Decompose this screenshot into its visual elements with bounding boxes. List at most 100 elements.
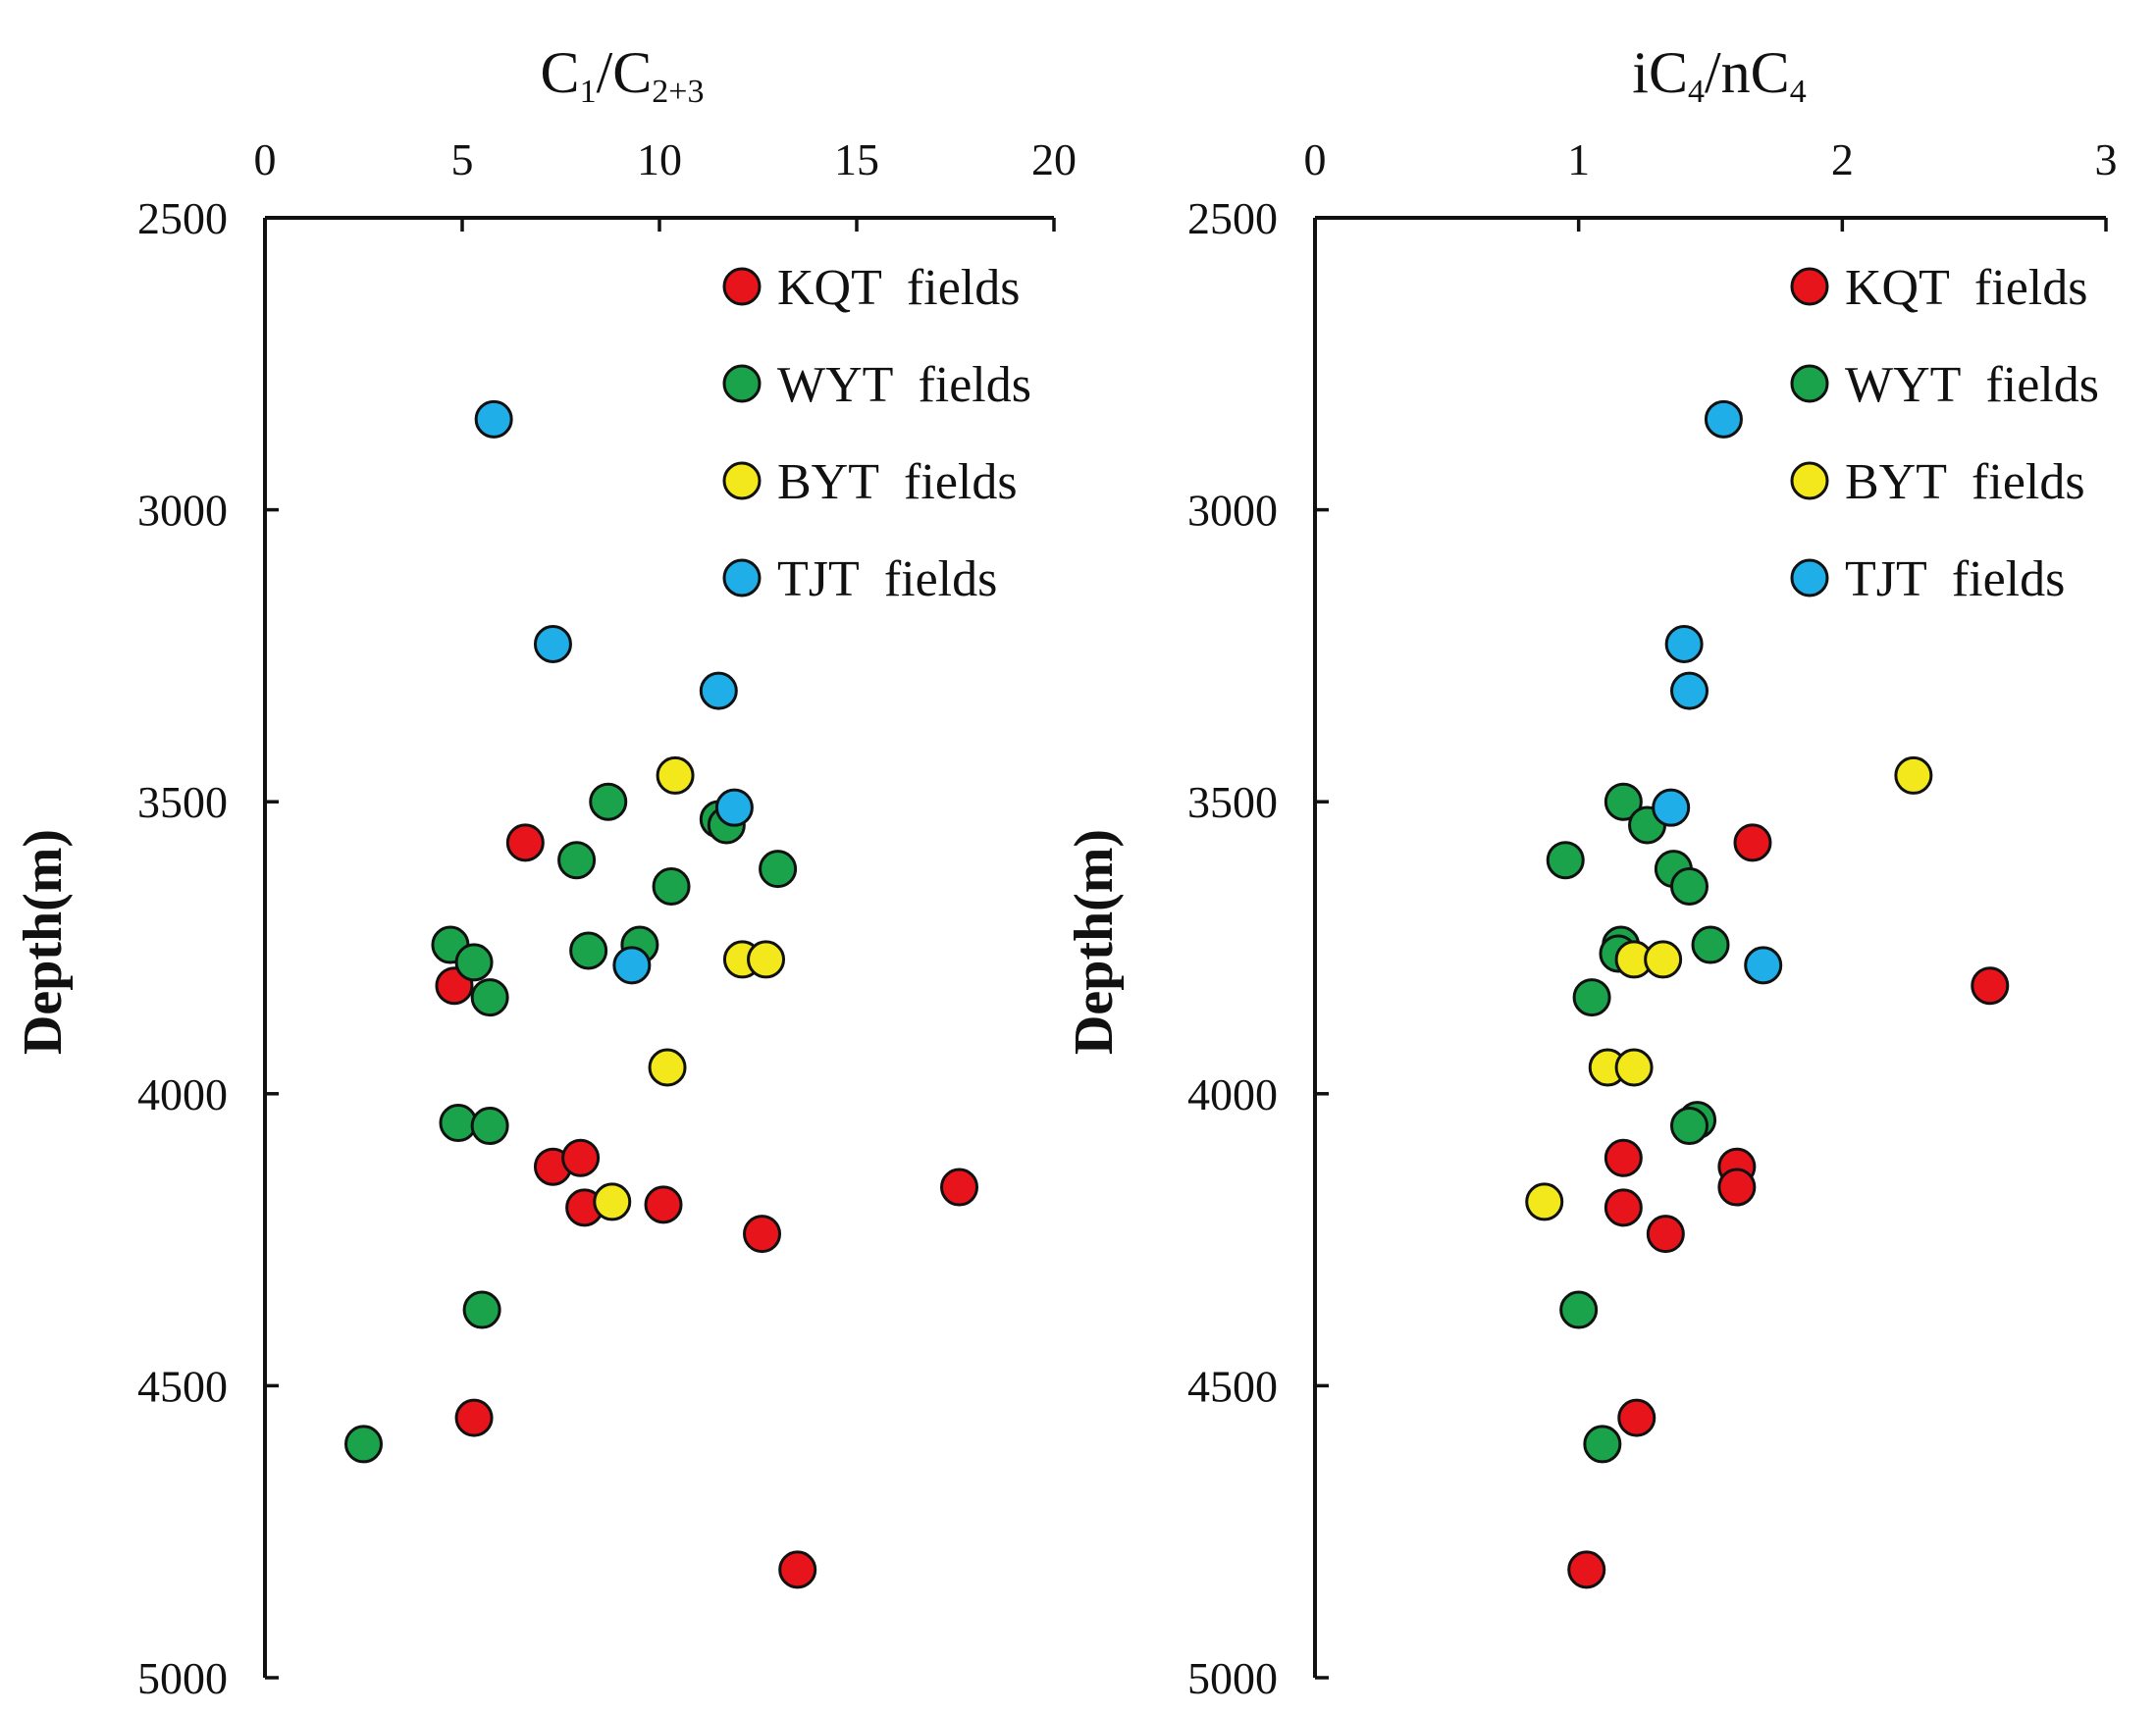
left-point-kqt xyxy=(644,1185,683,1224)
left-point-wyt xyxy=(470,978,509,1017)
left-point-byt xyxy=(648,1048,687,1087)
left-y-title: Depth(m) xyxy=(13,829,74,1055)
left-point-kqt xyxy=(778,1550,817,1589)
left-legend-marker-tjt xyxy=(722,558,762,597)
left-x-tick-label: 0 xyxy=(254,134,277,184)
left-point-kqt xyxy=(743,1215,782,1254)
left-legend-marker-kqt xyxy=(722,267,762,306)
right-point-wyt xyxy=(1572,978,1611,1017)
left-y-tick-label: 3000 xyxy=(137,486,228,536)
left-point-wyt xyxy=(470,1107,509,1146)
left-legend-marker-byt xyxy=(722,461,762,500)
left-point-tjt xyxy=(474,399,513,439)
right-point-tjt xyxy=(1744,946,1783,985)
right-point-wyt xyxy=(1604,782,1643,821)
left-point-wyt xyxy=(462,1290,501,1329)
right-point-wyt xyxy=(1691,925,1730,964)
left-y-tick-label: 2500 xyxy=(137,193,228,243)
right-legend-label-byt: BYT fields xyxy=(1845,454,2085,510)
right-y-tick-label: 3000 xyxy=(1187,486,1278,536)
right-point-byt xyxy=(1525,1182,1564,1221)
right-x-tick-label: 0 xyxy=(1304,134,1327,184)
left-x-tick-label: 5 xyxy=(451,134,474,184)
right-legend-marker-tjt xyxy=(1790,558,1829,597)
left-point-kqt xyxy=(505,823,545,862)
left-point-wyt xyxy=(439,1104,478,1143)
right-y-title: Depth(m) xyxy=(1064,829,1125,1055)
left-x-tick-label: 20 xyxy=(1031,134,1077,184)
right-point-kqt xyxy=(1646,1215,1685,1254)
right-x-title: iC4/nC4 xyxy=(1632,40,1806,110)
right-point-wyt xyxy=(1546,841,1585,880)
left-point-wyt xyxy=(569,931,608,970)
right-point-kqt xyxy=(1604,1138,1643,1177)
panel-left: C1/C2+3 Depth(m) 0 5 10 15 20 2500 3000 3500 400… xyxy=(13,40,1077,1703)
right-legend-label-kqt: KQT fields xyxy=(1845,260,2087,316)
left-y-tick-label: 4000 xyxy=(137,1069,228,1119)
left-point-kqt xyxy=(454,1398,494,1437)
right-legend-label-wyt: WYT fields xyxy=(1845,357,2099,413)
left-legend-marker-wyt xyxy=(722,364,762,403)
left-x-tick-label: 10 xyxy=(637,134,682,184)
right-y-tick-label: 4500 xyxy=(1187,1361,1278,1411)
left-legend-label-kqt: KQT fields xyxy=(777,260,1020,316)
left-point-wyt xyxy=(589,782,628,821)
left-point-tjt xyxy=(714,788,754,827)
right-point-kqt xyxy=(1971,966,2010,1006)
right-legend-marker-byt xyxy=(1790,461,1829,500)
left-point-kqt xyxy=(940,1168,979,1207)
right-x-tick-label: 3 xyxy=(2095,134,2118,184)
right-point-byt xyxy=(1614,1048,1654,1087)
right-point-kqt xyxy=(1733,823,1772,862)
left-legend: KQT fields WYT fields BYT fields TJT fields xyxy=(722,260,1031,607)
left-point-tjt xyxy=(533,624,572,663)
left-point-tjt xyxy=(612,946,652,985)
left-point-byt xyxy=(656,755,695,795)
left-legend-label-tjt: TJT fields xyxy=(777,551,997,607)
left-point-byt xyxy=(593,1182,632,1221)
right-point-kqt xyxy=(1567,1550,1606,1589)
left-point-wyt xyxy=(557,841,597,880)
left-axes: 0 5 10 15 20 2500 3000 3500 4000 4500 5000 xyxy=(137,134,1077,1703)
right-legend: KQT fields WYT fields BYT fields TJT fields xyxy=(1790,260,2099,607)
left-x-title: C1/C2+3 xyxy=(541,40,705,110)
left-point-wyt xyxy=(344,1425,383,1464)
left-point-kqt xyxy=(561,1138,601,1177)
left-y-tick-label: 3500 xyxy=(137,777,228,827)
right-x-tick-label: 2 xyxy=(1831,134,1854,184)
right-point-wyt xyxy=(1670,867,1709,907)
left-point-tjt xyxy=(699,671,738,710)
left-legend-label-byt: BYT fields xyxy=(777,454,1018,510)
right-y-tick-label: 3500 xyxy=(1187,777,1278,827)
right-x-tick-label: 1 xyxy=(1567,134,1590,184)
left-point-wyt xyxy=(454,943,494,982)
right-legend-label-tjt: TJT fields xyxy=(1845,551,2065,607)
right-point-tjt xyxy=(1670,671,1709,710)
left-points xyxy=(344,399,979,1589)
right-point-wyt xyxy=(1670,1107,1709,1146)
left-y-tick-label: 4500 xyxy=(137,1361,228,1411)
left-x-tick-label: 15 xyxy=(834,134,879,184)
right-point-wyt xyxy=(1559,1290,1599,1329)
panel-right: iC4/nC4 Depth(m) 0 1 2 3 2500 3000 3500 4000 450… xyxy=(1064,40,2118,1703)
right-legend-marker-kqt xyxy=(1790,267,1829,306)
right-point-tjt xyxy=(1704,399,1743,439)
right-point-byt xyxy=(1644,940,1683,979)
right-point-tjt xyxy=(1652,788,1691,827)
left-y-tick-label: 5000 xyxy=(137,1653,228,1703)
right-point-wyt xyxy=(1583,1425,1622,1464)
right-point-kqt xyxy=(1604,1188,1643,1227)
right-y-tick-label: 5000 xyxy=(1187,1653,1278,1703)
right-point-byt xyxy=(1894,755,1933,795)
right-y-tick-label: 2500 xyxy=(1187,193,1278,243)
right-point-kqt xyxy=(1617,1398,1656,1437)
right-points xyxy=(1525,399,2010,1589)
left-point-wyt xyxy=(652,867,691,907)
left-point-wyt xyxy=(759,850,798,889)
right-axes: 0 1 2 3 2500 3000 3500 4000 4500 5000 xyxy=(1187,134,2118,1703)
right-point-kqt xyxy=(1717,1168,1757,1207)
left-point-byt xyxy=(747,940,786,979)
left-legend-label-wyt: WYT fields xyxy=(777,357,1031,413)
